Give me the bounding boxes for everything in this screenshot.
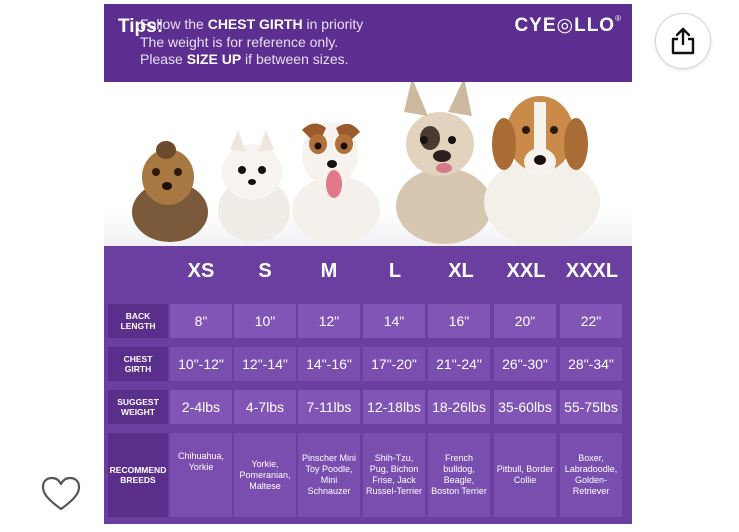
cell-back-length-xs: 8": [170, 304, 232, 338]
size-chart-table: XS S M L XL XXL XXXL BACK LENGTH 8" 10" …: [104, 246, 632, 524]
tips-line-2: The weight is for reference only.: [140, 33, 339, 50]
cell-weight-xxxl: 55-75lbs: [560, 390, 622, 424]
cell-breeds-m: Pinscher Mini Toy Poodle, Mini Schnauzer: [298, 433, 360, 517]
jack-russell-dog-image: [292, 122, 380, 244]
beagle-dog-image: [484, 96, 600, 246]
share-icon: [671, 27, 695, 55]
share-button[interactable]: [655, 13, 711, 69]
cell-chest-girth-s: 12"-14": [234, 347, 296, 381]
size-header-xxxl: XXXL: [565, 260, 619, 282]
cell-weight-m: 7-11lbs: [298, 390, 360, 424]
size-header-xs: XS: [187, 260, 215, 282]
size-header-xxl: XXL: [506, 260, 546, 282]
cell-breeds-l: Shih-Tzu, Pug, Bichon Frise, Jack Russel…: [363, 433, 425, 517]
cell-weight-s: 4-7lbs: [234, 390, 296, 424]
row-label-back-length: BACK LENGTH: [108, 304, 168, 338]
cell-back-length-xl: 16": [428, 304, 490, 338]
dog-photo-row: [104, 82, 632, 246]
cell-breeds-xxl: Pitbull, Border Collie: [494, 433, 556, 517]
cell-breeds-xxxl: Boxer, Labradoodle, Golden-Retriever: [560, 433, 622, 517]
cell-chest-girth-l: 17"-20": [363, 347, 425, 381]
pomeranian-dog-image: [218, 130, 290, 242]
cell-back-length-xxxl: 22": [560, 304, 622, 338]
cell-weight-xl: 18-26lbs: [428, 390, 490, 424]
tips-line-3: Please SIZE UP if between sizes.: [140, 51, 349, 67]
tips-line-1: Follow the CHEST GIRTH in priority: [140, 16, 364, 32]
cell-weight-xxl: 35-60lbs: [494, 390, 556, 424]
row-label-chest-girth: CHEST GIRTH: [108, 347, 168, 381]
cell-weight-l: 12-18lbs: [363, 390, 425, 424]
cell-back-length-m: 12": [298, 304, 360, 338]
cell-chest-girth-m: 14"-16": [298, 347, 360, 381]
cell-breeds-s: Yorkie, Pomeranian, Maltese: [234, 433, 296, 517]
brand-logo: CYE◎LLO®: [514, 14, 622, 36]
row-label-suggest-weight: SUGGEST WEIGHT: [108, 390, 168, 424]
cell-back-length-l: 14": [363, 304, 425, 338]
yorkie-dog-image: [132, 141, 208, 242]
tips-label: Tips:: [118, 16, 164, 37]
cell-breeds-xl: French bulldog, Beagle, Boston Terrier: [428, 433, 490, 517]
product-image[interactable]: Follow the CHEST GIRTH in priority The w…: [104, 4, 632, 524]
cell-chest-girth-xxl: 26"-30": [494, 347, 556, 381]
size-header-s: S: [258, 260, 272, 282]
cell-chest-girth-xs: 10"-12": [170, 347, 232, 381]
french-bulldog-image: [396, 82, 492, 244]
tips-text: Follow the CHEST GIRTH in priority The w…: [140, 16, 363, 69]
cell-chest-girth-xl: 21"-24": [428, 347, 490, 381]
tips-banner: Follow the CHEST GIRTH in priority The w…: [104, 4, 632, 82]
heart-icon: [41, 476, 81, 511]
size-header-l: L: [388, 260, 402, 282]
cell-breeds-xs: Chihuahua, Yorkie: [170, 433, 232, 517]
cell-weight-xs: 2-4lbs: [170, 390, 232, 424]
cell-back-length-s: 10": [234, 304, 296, 338]
cell-chest-girth-xxxl: 28"-34": [560, 347, 622, 381]
favorite-button[interactable]: [40, 474, 82, 514]
size-header-m: M: [320, 260, 338, 282]
row-label-recommend-breeds: RECOMMEND BREEDS: [108, 433, 168, 517]
size-header-xl: XL: [448, 260, 474, 282]
cell-back-length-xxl: 20": [494, 304, 556, 338]
